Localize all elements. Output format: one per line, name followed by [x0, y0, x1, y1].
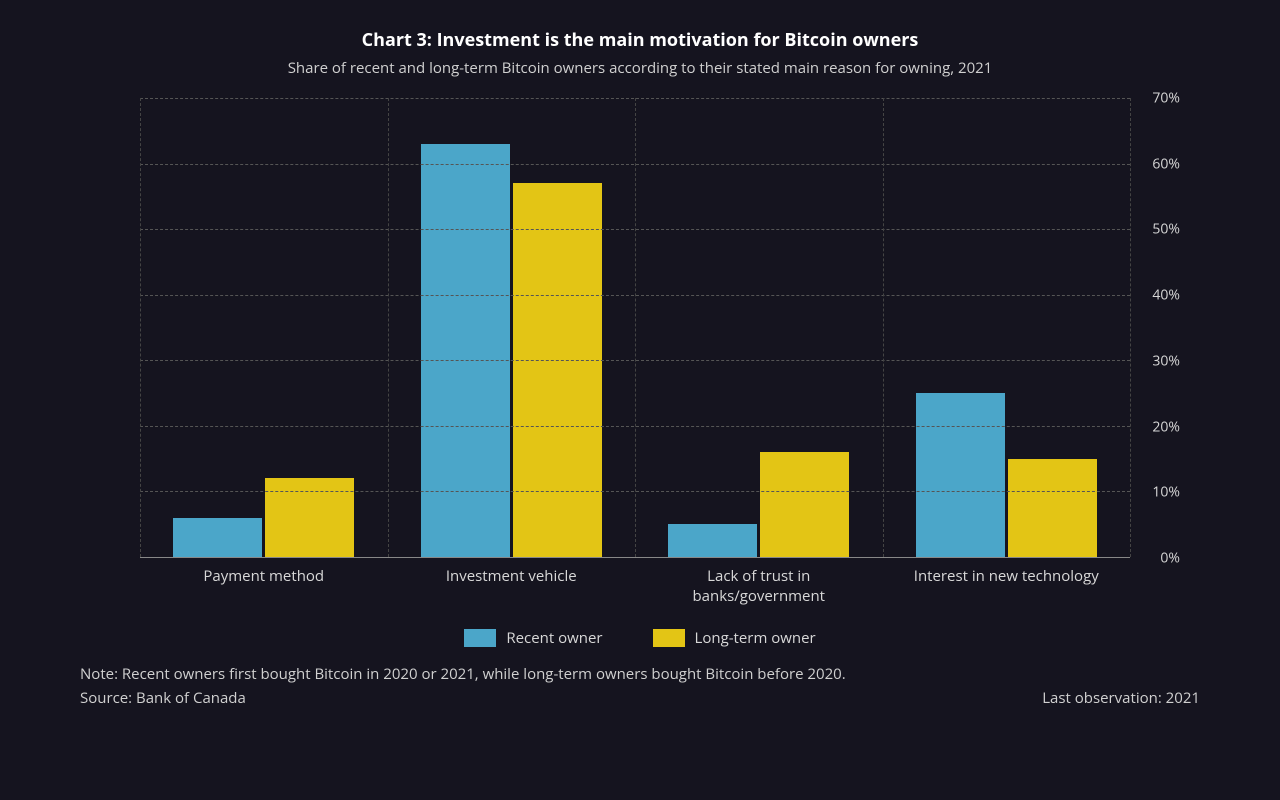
ytick-label: 20%	[1135, 417, 1180, 436]
xtick-label: Interest in new technology	[883, 557, 1131, 587]
footer-last-observation: Last observation: 2021	[1042, 688, 1200, 708]
xtick-label: Lack of trust inbanks/government	[635, 557, 883, 606]
bar-recent-owner	[173, 518, 262, 557]
gridline-v	[1130, 98, 1131, 557]
bar-recent-owner	[668, 524, 757, 557]
bar-long-term-owner	[513, 183, 602, 557]
gridline-v	[883, 98, 884, 557]
legend: Recent owner Long-term owner	[60, 628, 1220, 648]
footer-note: Note: Recent owners first bought Bitcoin…	[80, 664, 1200, 684]
bar-long-term-owner	[760, 452, 849, 557]
bar-recent-owner	[916, 393, 1005, 557]
ytick-label: 0%	[1135, 549, 1180, 568]
ytick-label: 50%	[1135, 220, 1180, 239]
footer-row: Source: Bank of Canada Last observation:…	[80, 688, 1200, 708]
legend-label: Long-term owner	[695, 628, 816, 648]
ytick-label: 60%	[1135, 154, 1180, 173]
ytick-label: 30%	[1135, 351, 1180, 370]
chart-footer: Note: Recent owners first bought Bitcoin…	[60, 664, 1220, 708]
chart-container: Chart 3: Investment is the main motivati…	[0, 0, 1280, 800]
ytick-label: 10%	[1135, 483, 1180, 502]
chart-title: Chart 3: Investment is the main motivati…	[60, 28, 1220, 52]
bar-long-term-owner	[1008, 459, 1097, 557]
gridline-v	[140, 98, 141, 557]
plot-wrapper: Payment methodInvestment vehicleLack of …	[60, 98, 1220, 618]
xtick-label: Investment vehicle	[388, 557, 636, 587]
chart-subtitle: Share of recent and long-term Bitcoin ow…	[60, 58, 1220, 78]
bar-long-term-owner	[265, 478, 354, 557]
legend-item: Long-term owner	[653, 628, 816, 648]
legend-item: Recent owner	[464, 628, 602, 648]
ytick-label: 40%	[1135, 286, 1180, 305]
plot-area: Payment methodInvestment vehicleLack of …	[140, 98, 1130, 558]
legend-label: Recent owner	[506, 628, 602, 648]
ytick-label: 70%	[1135, 89, 1180, 108]
xtick-label: Payment method	[140, 557, 388, 587]
legend-swatch	[653, 629, 685, 647]
bar-recent-owner	[421, 144, 510, 557]
gridline-v	[388, 98, 389, 557]
footer-source: Source: Bank of Canada	[80, 688, 246, 708]
legend-swatch	[464, 629, 496, 647]
gridline-v	[635, 98, 636, 557]
